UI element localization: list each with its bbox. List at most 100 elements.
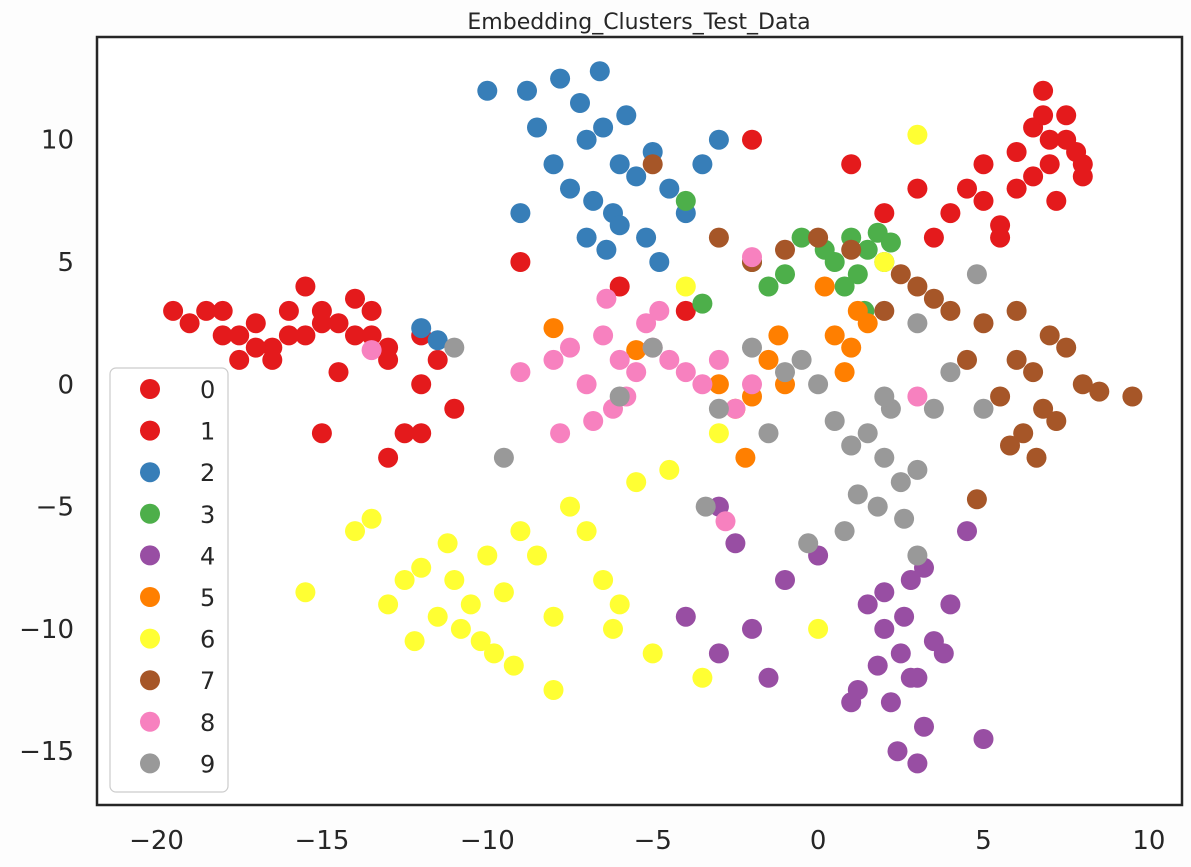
data-point [596, 288, 617, 309]
data-point [345, 325, 365, 346]
data-point [427, 349, 448, 370]
data-point [742, 337, 762, 358]
data-point [427, 606, 448, 627]
data-point [880, 232, 901, 253]
data-point [708, 227, 729, 248]
data-point [404, 631, 425, 652]
data-point [725, 398, 746, 419]
data-point [262, 349, 283, 370]
data-point [847, 264, 868, 285]
data-point [583, 190, 604, 211]
data-point [675, 606, 696, 627]
data-point [550, 68, 571, 89]
x-tick-label: −20 [129, 826, 184, 856]
data-point [444, 337, 465, 358]
data-point [589, 61, 610, 82]
data-point [1072, 154, 1093, 175]
legend-marker [140, 753, 160, 774]
data-point [394, 570, 415, 590]
data-point [1046, 411, 1067, 431]
data-point [609, 276, 630, 297]
data-point [907, 545, 928, 566]
legend-marker [140, 545, 160, 566]
data-point [933, 643, 954, 664]
data-point [560, 337, 580, 358]
data-point [196, 300, 217, 321]
data-point [378, 447, 399, 468]
data-point [847, 484, 868, 505]
data-point [642, 643, 663, 664]
data-point [841, 239, 862, 260]
data-point [493, 582, 514, 603]
data-point [880, 692, 901, 713]
data-point [894, 508, 915, 529]
data-point [725, 533, 746, 554]
data-point [311, 423, 332, 444]
data-point [510, 203, 531, 224]
data-point [642, 337, 663, 358]
data-point [900, 570, 921, 590]
data-point [596, 239, 617, 260]
data-point [278, 300, 299, 321]
data-point [907, 753, 928, 774]
data-point [808, 618, 829, 639]
data-point [527, 117, 547, 138]
data-point [212, 300, 233, 321]
data-point [583, 411, 604, 431]
data-point [503, 655, 524, 676]
series-6 [295, 124, 928, 700]
data-point [295, 582, 316, 603]
data-point [907, 178, 928, 199]
data-point [543, 349, 564, 370]
data-point [295, 325, 316, 346]
data-point [576, 129, 597, 150]
data-point [675, 300, 696, 321]
data-point [887, 741, 908, 762]
series-9 [444, 264, 994, 566]
data-point [626, 340, 647, 361]
data-point [427, 330, 448, 351]
chart-title: Embedding_Clusters_Test_Data [467, 10, 810, 35]
data-point [1006, 349, 1027, 370]
data-point [593, 117, 614, 138]
data-point [923, 227, 944, 248]
data-point [900, 667, 921, 688]
data-point [841, 692, 862, 713]
data-point [510, 362, 531, 383]
data-point [874, 447, 895, 468]
data-point [378, 349, 399, 370]
legend-label: 6 [200, 626, 215, 654]
legend-marker [140, 587, 160, 607]
data-point [1046, 190, 1067, 211]
y-tick-label: −5 [36, 493, 74, 523]
data-point [775, 239, 795, 260]
data-point [1023, 362, 1044, 383]
data-point [460, 594, 481, 615]
data-point [857, 313, 878, 334]
data-point [1000, 435, 1020, 456]
data-point [1033, 105, 1054, 126]
data-point [477, 80, 498, 101]
data-point [394, 423, 415, 444]
data-point [692, 154, 713, 175]
data-point [245, 313, 266, 334]
data-point [510, 252, 531, 272]
data-point [692, 667, 713, 688]
data-point [808, 227, 829, 248]
data-point [758, 349, 779, 370]
legend-marker [140, 628, 160, 649]
data-point [841, 435, 862, 456]
data-point [1122, 386, 1143, 407]
legend-label: 4 [200, 542, 215, 570]
data-point [163, 300, 184, 321]
data-point [867, 496, 888, 517]
data-point [966, 489, 987, 510]
data-point [768, 325, 789, 346]
data-point [361, 300, 382, 321]
data-point [1033, 80, 1054, 101]
data-point [543, 680, 564, 700]
data-point [940, 203, 961, 224]
data-point [560, 178, 580, 199]
legend-box [109, 367, 229, 793]
data-point [708, 398, 729, 419]
